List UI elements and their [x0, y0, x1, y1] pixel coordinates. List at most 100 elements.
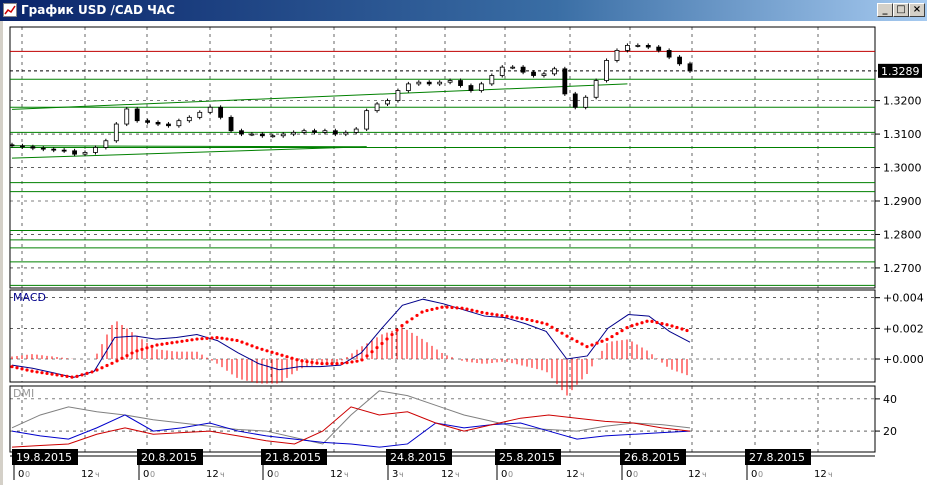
signal-dot [300, 359, 304, 363]
signal-dot [655, 320, 659, 325]
signal-dot [565, 334, 569, 338]
signal-dot [255, 346, 259, 350]
signal-dot [265, 349, 269, 353]
signal-dot [145, 346, 149, 350]
candle [124, 108, 130, 125]
signal-dot [520, 316, 524, 321]
signal-dot [290, 356, 294, 360]
signal-dot [330, 362, 334, 366]
signal-dot [135, 349, 139, 353]
maximize-button[interactable]: □ [893, 3, 909, 17]
candle [562, 68, 568, 95]
signal-dot [450, 305, 454, 310]
signal-dot [160, 342, 164, 346]
window-title-bar[interactable]: График USD /CAD ЧАС _ □ × [0, 0, 927, 21]
candle [374, 103, 380, 112]
price-panel [9, 26, 876, 289]
candle [30, 146, 36, 149]
signal-dot [425, 308, 429, 313]
hour-unit-label: 0 [633, 470, 638, 479]
signal-dot [195, 337, 199, 341]
price-tick-label: 1.3000 [883, 162, 922, 175]
signal-dot [340, 361, 344, 366]
signal-dot [555, 328, 559, 332]
date-label: 26.8.2015 [624, 451, 680, 464]
signal-dot [250, 344, 254, 348]
signal-dot [660, 321, 664, 326]
macd-tick-label: +0.004 [883, 292, 924, 305]
candle [531, 71, 536, 76]
signal-dot [15, 366, 19, 370]
signal-dot [345, 361, 349, 365]
hour-unit-label: ч [220, 470, 225, 479]
candle [301, 130, 307, 133]
hour-label: 12 [814, 469, 827, 480]
signal-dot [270, 350, 274, 354]
hour-label: 0 [18, 469, 24, 480]
date-label: 24.8.2015 [390, 451, 446, 464]
candle [134, 108, 140, 122]
candle [259, 133, 265, 137]
hour-label: 12 [330, 469, 343, 480]
signal-dot [415, 313, 419, 318]
price-tick-label: 1.3200 [883, 95, 922, 108]
signal-dot [375, 346, 379, 350]
signal-dot [445, 305, 449, 309]
signal-dot [10, 365, 14, 369]
candle [166, 123, 171, 127]
candle [437, 81, 443, 85]
date-label-bg [620, 449, 686, 465]
close-button[interactable]: × [909, 3, 925, 17]
signal-dot [540, 321, 544, 325]
signal-dot [320, 362, 324, 366]
signal-dot [410, 317, 414, 321]
candle [61, 149, 67, 152]
hour-label: 0 [626, 469, 632, 480]
price-tick-label: 1.3100 [883, 128, 922, 141]
candle [395, 90, 401, 102]
candle [280, 133, 286, 137]
signal-dot [395, 328, 399, 332]
candle [332, 130, 338, 135]
signal-dot [620, 328, 624, 333]
candle [249, 133, 255, 136]
hour-label: 12 [81, 469, 94, 480]
date-label-bg [745, 449, 811, 465]
signal-dot [75, 374, 79, 378]
signal-dot [635, 322, 639, 326]
signal-dot [430, 307, 434, 312]
dmi-tick-label: 40 [883, 393, 897, 406]
signal-dot [335, 362, 339, 366]
hour-unit-label: ч [828, 470, 833, 479]
candle [635, 45, 641, 47]
candle [176, 120, 182, 127]
dmi-panel [9, 385, 876, 453]
signal-dot [510, 315, 514, 319]
signal-dot [140, 347, 144, 351]
signal-dot [455, 306, 459, 310]
candle [207, 106, 213, 113]
date-label: 19.8.2015 [16, 451, 72, 464]
signal-dot [535, 320, 539, 324]
candle [478, 83, 484, 91]
signal-dot [305, 360, 309, 364]
candle [458, 80, 463, 86]
hour-unit-label: ч [344, 470, 349, 479]
signal-dot [525, 317, 529, 322]
candle [426, 81, 432, 85]
macd-line [11, 298, 691, 378]
candle [499, 66, 505, 76]
minimize-button[interactable]: _ [877, 3, 893, 17]
signal-dot [605, 337, 609, 341]
candle [197, 111, 203, 118]
signal-dot [365, 354, 369, 358]
signal-dot [20, 367, 24, 371]
signal-dot [380, 341, 384, 346]
candle [447, 80, 453, 83]
hour-unit-label: ч [580, 470, 585, 479]
candle [312, 130, 317, 133]
signal-dot [665, 323, 669, 327]
hour-unit-label: 0 [274, 470, 279, 479]
signal-dot [485, 311, 489, 315]
